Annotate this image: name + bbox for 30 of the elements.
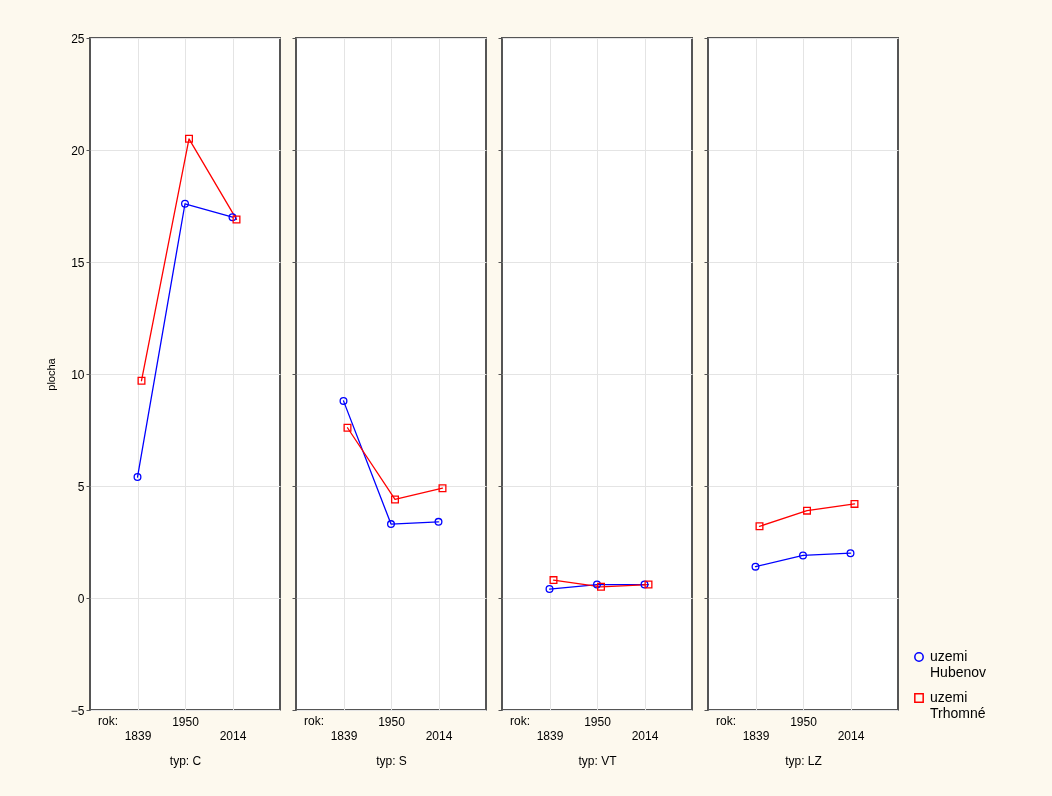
- x-axis-title: typ: C: [169, 753, 202, 768]
- y-tick-label: 5: [77, 479, 85, 494]
- x-tick-label: 1950: [790, 714, 818, 729]
- x-tick-label: 1839: [124, 728, 152, 743]
- x-tick-label: 2014: [631, 728, 659, 743]
- x-tick-label: 1839: [742, 728, 770, 743]
- text: rok:: [716, 714, 737, 728]
- y-tick-label: 0: [77, 591, 85, 606]
- x-axis-title: typ: LZ: [785, 753, 822, 768]
- x-axis-title: typ: VT: [578, 753, 618, 768]
- y-tick-label: 10: [71, 367, 85, 382]
- x-tick-label: 1950: [584, 714, 612, 729]
- x-tick-label: 2014: [425, 728, 453, 743]
- text: rok:: [98, 714, 119, 728]
- x-axis-title: typ: S: [376, 753, 407, 768]
- legend-label: uzemi Trhomné: [930, 689, 986, 721]
- x-tick-label: 2014: [837, 728, 865, 743]
- y-tick-label: 25: [71, 31, 85, 46]
- text: rok:: [510, 714, 531, 728]
- x-tick-label: 1950: [378, 714, 406, 729]
- x-tick-label: 2014: [219, 728, 247, 743]
- x-tick-label: 1839: [536, 728, 564, 743]
- y-tick-label: 15: [71, 255, 85, 270]
- y-tick-label: 20: [71, 143, 85, 158]
- y-tick-label: −5: [70, 703, 85, 718]
- x-tick-label: 1839: [330, 728, 358, 743]
- y-axis-title: plocha: [44, 357, 57, 391]
- legend-label: uzemi Hubenov: [930, 648, 987, 680]
- text: rok:: [304, 714, 325, 728]
- x-tick-label: 1950: [172, 714, 200, 729]
